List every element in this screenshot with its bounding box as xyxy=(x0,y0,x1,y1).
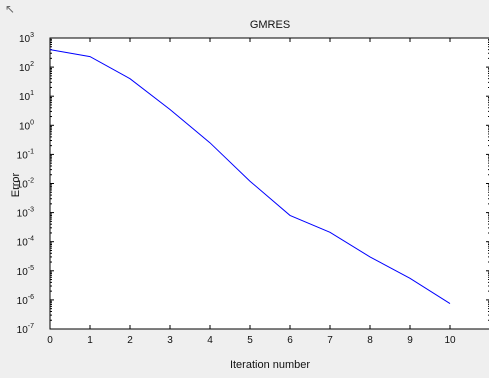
y-tick-label: 10-3 xyxy=(17,207,34,220)
x-axis: 0 1 2 3 4 5 6 7 8 9 10 xyxy=(47,38,456,346)
x-tick-label: 6 xyxy=(287,335,293,346)
x-tick-label: 3 xyxy=(167,335,173,346)
x-tick-label: 8 xyxy=(367,335,373,346)
chart-title: GMRES xyxy=(250,19,290,31)
cursor-icon: ↖ xyxy=(5,2,16,16)
y-axis-label: Error xyxy=(10,172,22,197)
plot-area xyxy=(49,37,489,330)
x-tick-label: 10 xyxy=(444,335,456,346)
x-tick-label: 1 xyxy=(87,335,93,346)
x-tick-label: 0 xyxy=(47,335,53,346)
x-tick-label: 2 xyxy=(127,335,133,346)
y-tick-label: 101 xyxy=(19,90,34,103)
x-axis-label: Iteration number xyxy=(230,359,310,371)
y-tick-label: 10-5 xyxy=(17,265,34,278)
y-tick-label: 10-6 xyxy=(17,294,34,307)
y-tick-label: 10-4 xyxy=(17,236,34,249)
y-tick-label: 100 xyxy=(19,119,34,132)
x-tick-label: 9 xyxy=(407,335,413,346)
x-tick-label: 5 xyxy=(247,335,253,346)
x-tick-label: 7 xyxy=(327,335,333,346)
series-line-0 xyxy=(49,49,451,304)
y-tick-label: 10-1 xyxy=(17,148,34,161)
series-layer xyxy=(49,49,451,304)
y-tick-label: 102 xyxy=(19,61,34,74)
x-tick-label: 4 xyxy=(207,335,213,346)
y-tick-label: 103 xyxy=(19,32,34,45)
y-tick-label: 10-7 xyxy=(17,323,34,336)
